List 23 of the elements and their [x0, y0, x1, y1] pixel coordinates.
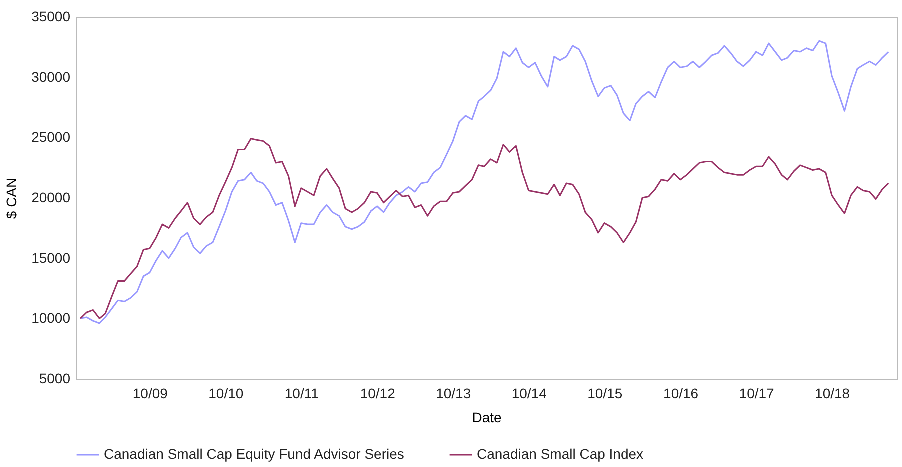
- x-tick-label: 10/17: [739, 386, 775, 402]
- y-tick-label: 35000: [32, 8, 71, 24]
- legend-label: Canadian Small Cap Equity Fund Advisor Series: [104, 446, 404, 462]
- x-tick-label: 10/13: [436, 386, 472, 402]
- y-tick-label: 20000: [32, 190, 71, 206]
- x-tick-label: 10/09: [132, 386, 168, 402]
- y-axis-title: $ CAN: [4, 178, 20, 220]
- x-axis-title: Date: [472, 410, 502, 426]
- x-tick-label: 10/10: [208, 386, 244, 402]
- y-tick-label: 30000: [32, 68, 71, 85]
- line-series: [80, 138, 890, 320]
- x-tick-label: 10/14: [512, 386, 548, 402]
- y-tick-label: 10000: [32, 310, 71, 326]
- x-tick-label: 10/16: [664, 386, 699, 402]
- x-tick-label: 10/11: [284, 386, 320, 402]
- y-tick-label: 25000: [32, 129, 71, 146]
- y-tick-label: 15000: [32, 250, 71, 266]
- x-tick-label: 10/12: [360, 386, 396, 402]
- legend-label: Canadian Small Cap Index: [477, 446, 644, 462]
- y-tick-label: 5000: [39, 370, 71, 386]
- x-tick-label: 10/18: [815, 386, 850, 402]
- x-tick-label: 10/15: [588, 386, 623, 402]
- line-series: [80, 40, 890, 324]
